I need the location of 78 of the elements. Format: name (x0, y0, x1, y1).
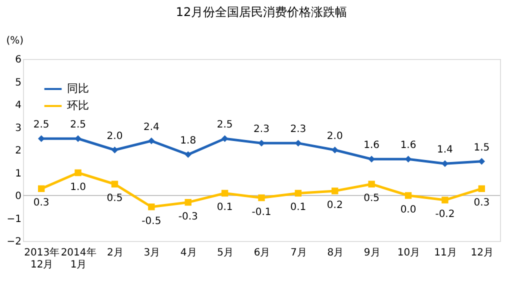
x-tick-label: 10月 (397, 248, 420, 258)
x-tick-label: 5月 (217, 248, 234, 258)
data-label: 2.5 (33, 120, 50, 131)
data-label: 0.5 (364, 193, 380, 204)
point (184, 198, 192, 206)
data-label: 2.3 (254, 124, 270, 136)
point (148, 138, 155, 144)
x-tick-label: 2013年 12月 (24, 246, 60, 270)
point (478, 185, 486, 192)
data-label: 0.0 (400, 204, 416, 216)
point (111, 146, 118, 154)
data-label: 1.5 (474, 142, 490, 154)
point (74, 169, 82, 176)
x-tick-label: 4月 (180, 248, 197, 258)
data-label: 0.5 (106, 193, 123, 204)
data-label: -0.3 (178, 211, 198, 222)
point (74, 135, 82, 142)
legend-label: 环比 (67, 99, 89, 112)
data-label: 1.0 (70, 182, 86, 193)
x-tick-label: 7月 (290, 248, 307, 258)
point (442, 196, 448, 204)
data-label: 0.3 (474, 198, 490, 209)
y-tick-label: 5 (15, 77, 22, 88)
y-tick-label: 1 (15, 168, 22, 180)
x-tick-label: 2月 (107, 248, 124, 258)
data-label: 1.8 (180, 136, 196, 147)
y-tick-label: 0 (15, 191, 22, 202)
data-label: -0.5 (142, 216, 162, 227)
data-label: 2.0 (326, 131, 343, 142)
x-tick-label: 9月 (364, 248, 380, 258)
point (258, 194, 265, 202)
data-label: 0.1 (290, 202, 306, 214)
y-tick-label: 4 (15, 100, 22, 111)
point (332, 188, 338, 194)
point (368, 180, 375, 188)
data-label: 1.6 (400, 140, 416, 152)
x-tick-label: 3月 (144, 248, 160, 258)
point (38, 135, 45, 142)
y-tick-label: 6 (15, 54, 22, 66)
point (184, 151, 192, 158)
point (38, 185, 45, 192)
point (368, 156, 375, 162)
point (221, 190, 228, 197)
data-label: -0.2 (435, 209, 455, 220)
legend-label: 同比 (67, 82, 89, 95)
x-tick-label: 11月 (434, 248, 457, 258)
chart-title: 12月份全国居民消费价格涨跌幅 (176, 5, 348, 19)
point (294, 190, 302, 197)
point (332, 146, 338, 154)
data-label: 1.6 (364, 140, 380, 152)
point (404, 192, 412, 199)
data-label: 2.0 (106, 131, 123, 142)
data-label: 0.3 (33, 198, 50, 209)
data-label: 2.4 (143, 122, 160, 133)
data-label: 2.5 (216, 120, 233, 131)
data-label: 2.5 (70, 120, 86, 131)
x-tick-label: 12月 (470, 248, 494, 258)
data-label: -0.1 (252, 206, 272, 218)
x-tick-label: 6月 (254, 248, 270, 258)
point (442, 160, 448, 168)
point (478, 158, 486, 165)
point (404, 156, 412, 162)
point (148, 204, 155, 210)
data-label: 2.3 (290, 124, 306, 136)
data-label: 1.4 (437, 144, 453, 156)
x-tick-label: 2014年 1月 (60, 246, 96, 270)
point (111, 180, 118, 188)
point (221, 135, 228, 142)
point (294, 140, 302, 147)
data-label: 0.2 (326, 200, 343, 211)
y-tick-label: 2 (15, 146, 22, 156)
point (258, 140, 265, 147)
x-tick-label: 8月 (327, 248, 344, 258)
y-tick-label: −2 (6, 236, 22, 248)
data-label: 0.1 (216, 202, 233, 214)
y-tick-label: −1 (6, 214, 22, 225)
y-axis-title: (%) (6, 36, 24, 46)
y-tick-label: 3 (15, 122, 22, 134)
